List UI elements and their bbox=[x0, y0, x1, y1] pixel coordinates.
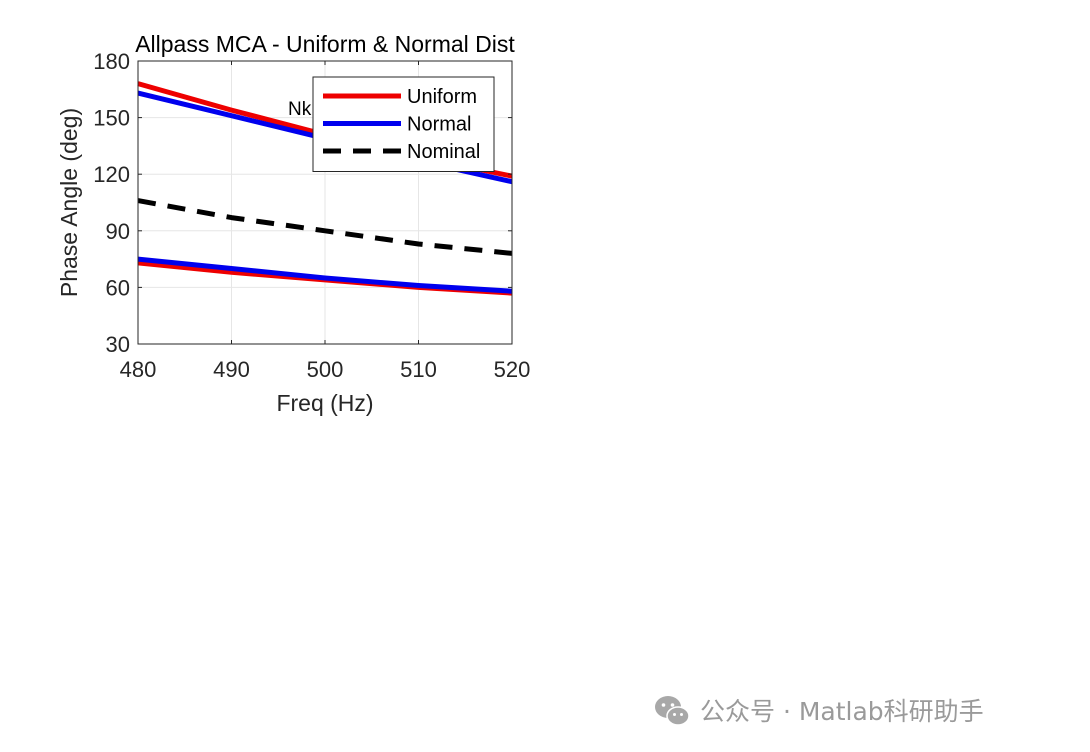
watermark: 公众号 · Matlab科研助手 bbox=[652, 690, 984, 730]
x-axis-label: Freq (Hz) bbox=[276, 390, 373, 416]
wechat-icon bbox=[655, 696, 690, 726]
plot-area: Nk 480 490 500 510 520 30 60 90 120 150 180 Freq (Hz… bbox=[56, 31, 530, 416]
y-tick-label: 30 bbox=[106, 332, 130, 357]
legend-entry-label: Normal bbox=[407, 114, 471, 136]
x-tick-label: 500 bbox=[307, 357, 344, 382]
y-axis-label: Phase Angle (deg) bbox=[56, 108, 82, 297]
y-tick-label: 120 bbox=[93, 162, 130, 187]
x-tick-label: 510 bbox=[400, 357, 437, 382]
legend: Uniform Normal Nominal bbox=[312, 76, 495, 172]
y-tick-label: 180 bbox=[93, 49, 130, 74]
annotation-label: Nk bbox=[288, 99, 312, 120]
series-line-4 bbox=[137, 256, 513, 294]
series-line-2 bbox=[137, 198, 513, 256]
watermark-text: 公众号 · Matlab科研助手 bbox=[700, 697, 984, 726]
y-tick-label: 60 bbox=[106, 275, 130, 300]
x-tick-label: 520 bbox=[494, 357, 531, 382]
chart-title: Allpass MCA - Uniform & Normal Dist bbox=[135, 31, 515, 57]
y-tick-label: 150 bbox=[93, 106, 130, 131]
x-tick-label: 490 bbox=[213, 357, 250, 382]
legend-entry-label: Uniform bbox=[407, 86, 477, 108]
y-tick-label: 90 bbox=[106, 219, 130, 244]
x-tick-label: 480 bbox=[120, 357, 157, 382]
legend-entry-label: Nominal bbox=[407, 141, 480, 163]
